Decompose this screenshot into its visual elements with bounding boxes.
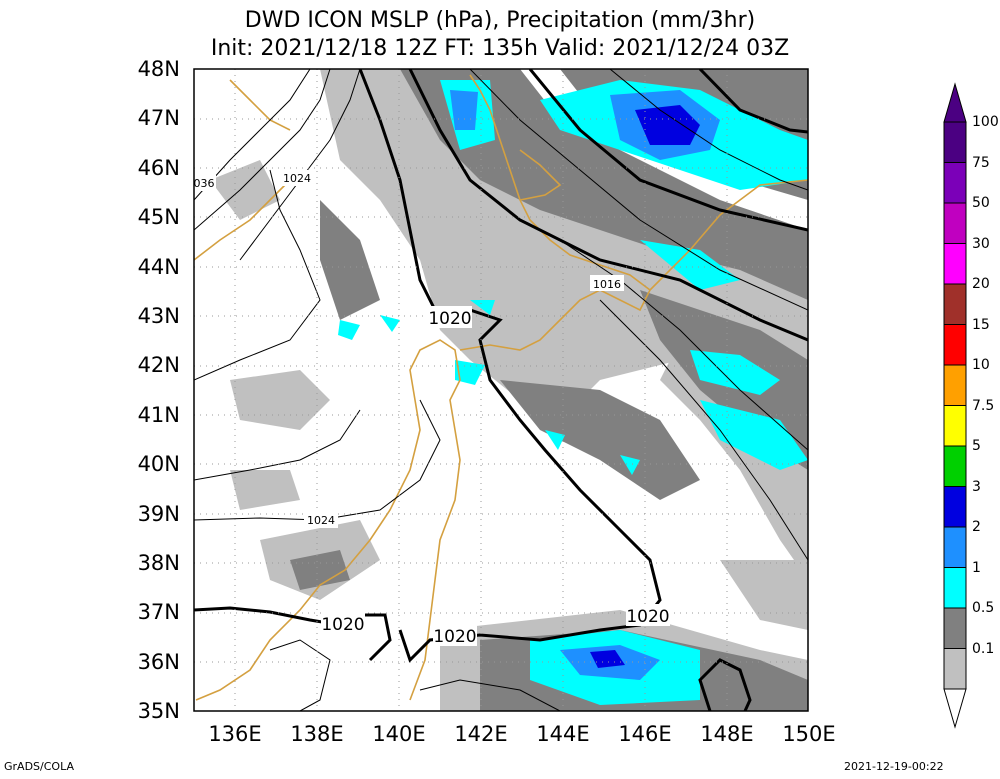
colorbar-swatch (943, 567, 967, 609)
graticule (194, 69, 808, 711)
colorbar-label: 0.1 (972, 640, 995, 657)
longitude-label: 136E (208, 722, 262, 746)
contour-label: 1020 (428, 309, 471, 329)
colorbar-swatch (943, 607, 967, 649)
latitude-label: 35N (137, 699, 180, 724)
longitude-label: 150E (782, 722, 836, 746)
latitude-label: 45N (137, 205, 180, 230)
contour-label: 036 (194, 177, 215, 190)
colorbar-label: 1 (972, 559, 981, 576)
longitude-label: 148E (700, 722, 754, 746)
colorbar-label: 0.5 (972, 600, 995, 616)
colorbar-swatch (943, 526, 967, 568)
longitude-label: 142E (454, 722, 508, 746)
footer-credit: GrADS/COLA (4, 760, 74, 773)
colorbar-swatch (943, 202, 967, 244)
longitude-label: 140E (372, 722, 426, 746)
colorbar-label: 5 (972, 438, 981, 454)
colorbar-swatch (943, 162, 967, 204)
coastlines (194, 74, 808, 701)
contour-label: 1020 (626, 607, 669, 627)
colorbar-swatch (943, 445, 967, 487)
latitude-label: 40N (137, 452, 180, 477)
longitude-label: 138E (290, 722, 344, 746)
latitude-label: 47N (137, 106, 180, 131)
colorbar-label: 20 (972, 276, 990, 292)
colorbar-swatch (943, 243, 967, 285)
latitude-label: 46N (137, 155, 180, 180)
colorbar-top-arrow (943, 82, 967, 123)
colorbar-label: 3 (972, 478, 981, 495)
latitude-label: 36N (137, 649, 180, 674)
colorbar-swatch (943, 648, 967, 690)
colorbar-label: 75 (972, 154, 990, 171)
contour-label: 1020 (433, 627, 476, 647)
colorbar-label: 100 (972, 114, 999, 130)
colorbar (943, 82, 967, 729)
latitude-label: 39N (137, 501, 180, 526)
colorbar-label: 50 (972, 195, 990, 211)
colorbar-label: 10 (972, 357, 990, 373)
colorbar-swatch (943, 121, 967, 163)
footer-timestamp: 2021-12-19-00:22 (844, 760, 944, 773)
map-frame (193, 68, 809, 712)
latitude-label: 48N (137, 57, 180, 81)
latitude-label: 43N (137, 304, 180, 328)
map-title: DWD ICON MSLP (hPa), Precipitation (mm/3… (244, 8, 756, 33)
colorbar-label: 30 (972, 235, 990, 252)
colorbar-swatch (943, 486, 967, 528)
isobars-thick (194, 69, 808, 711)
latitude-label: 38N (137, 551, 180, 575)
colorbar-label: 7.5 (972, 397, 995, 414)
map-subtitle: Init: 2021/12/18 12Z FT: 135h Valid: 202… (210, 36, 790, 61)
longitude-label: 146E (618, 722, 672, 746)
colorbar-swatch (943, 283, 967, 325)
latitude-label: 42N (137, 353, 180, 378)
precip-3mm-areas (590, 105, 700, 668)
contour-label: 1016 (593, 278, 621, 291)
contour-label: 1024 (283, 172, 311, 185)
colorbar-swatch (943, 324, 967, 366)
contour-label: 1024 (307, 514, 335, 527)
colorbar-bottom-arrow (943, 688, 967, 729)
isobars-thin (194, 69, 808, 711)
latitude-label: 41N (137, 402, 180, 427)
colorbar-label: 2 (972, 519, 981, 535)
latitude-label: 37N (137, 600, 180, 625)
longitude-label: 144E (536, 722, 590, 746)
colorbar-label: 15 (972, 316, 990, 333)
contour-label: 1020 (321, 615, 364, 635)
latitude-label: 44N (137, 254, 180, 279)
colorbar-swatch (943, 405, 967, 447)
colorbar-swatch (943, 364, 967, 406)
